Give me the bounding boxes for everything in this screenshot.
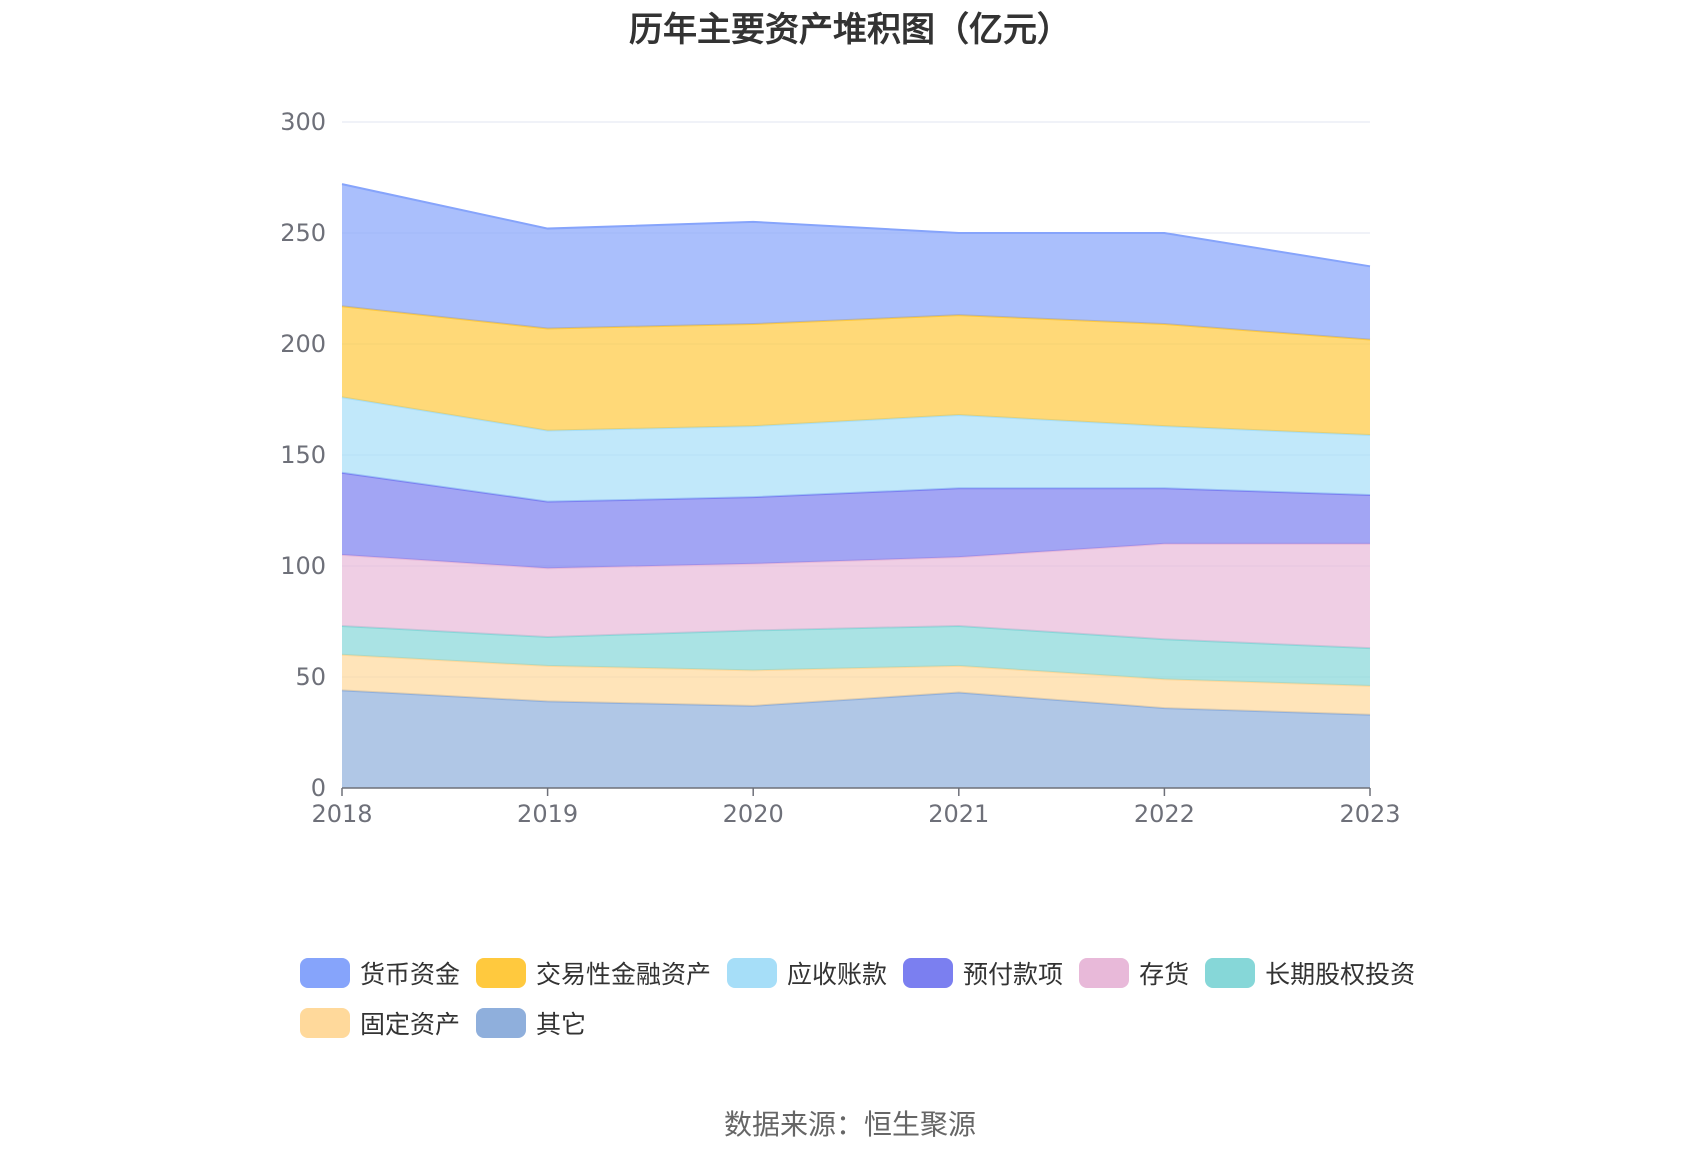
legend-label: 存货	[1139, 960, 1190, 989]
area-series-2	[342, 625, 1370, 686]
y-tick-label: 150	[280, 441, 326, 469]
x-tick-label: 2021	[928, 800, 989, 828]
legend-swatch	[476, 958, 527, 988]
legend-label: 预付款项	[963, 960, 1064, 989]
legend-swatch	[1205, 958, 1256, 988]
legend-label: 其它	[536, 1010, 587, 1039]
x-tick-label: 2023	[1339, 800, 1400, 828]
chart-title: 历年主要资产堆积图（亿元）	[629, 10, 1071, 50]
legend-label: 应收账款	[787, 960, 888, 989]
area-series-4	[342, 472, 1370, 569]
area-series-1	[342, 654, 1370, 715]
legend-item[interactable]: 其它	[476, 1005, 586, 1041]
legend-swatch	[476, 1008, 527, 1038]
source-note: 数据来源：恒生聚源	[723, 1108, 976, 1141]
legend-item[interactable]: 固定资产	[300, 1005, 460, 1041]
y-tick-label: 50	[295, 663, 326, 691]
x-tick-label: 2018	[311, 800, 372, 828]
x-tick-label: 2019	[517, 800, 578, 828]
legend-swatch	[727, 958, 778, 988]
legend-swatch	[300, 1008, 350, 1038]
area-series-0	[342, 690, 1370, 788]
y-tick-label: 250	[280, 219, 326, 247]
legend-item[interactable]: 长期股权投资	[1205, 955, 1415, 991]
legend-label: 固定资产	[360, 1010, 461, 1039]
legend: 货币资金 交易性金融资产 应收账款 预付款项 存货 长期股权投资固定资产 其它	[300, 955, 1450, 1055]
legend-item[interactable]: 交易性金融资产	[476, 955, 711, 991]
legend-swatch	[1079, 958, 1130, 988]
y-tick-label: 200	[280, 330, 326, 358]
y-tick-label: 100	[280, 552, 326, 580]
legend-item[interactable]: 预付款项	[903, 955, 1063, 991]
area-series-3	[342, 543, 1370, 649]
y-tick-label: 0	[311, 774, 326, 802]
area-series-6	[342, 306, 1370, 436]
legend-swatch	[300, 958, 350, 988]
y-tick-label: 300	[280, 108, 326, 136]
legend-swatch	[903, 958, 954, 988]
legend-label: 货币资金	[360, 960, 461, 989]
legend-label: 交易性金融资产	[536, 960, 712, 989]
area-series-5	[342, 397, 1370, 502]
legend-item[interactable]: 货币资金	[300, 955, 460, 991]
x-tick-label: 2022	[1134, 800, 1195, 828]
area-series-7	[342, 184, 1370, 340]
x-tick-label: 2020	[723, 800, 784, 828]
legend-item[interactable]: 应收账款	[727, 955, 887, 991]
legend-label: 长期股权投资	[1265, 960, 1416, 989]
area-series-line-7	[341, 183, 1371, 268]
legend-item[interactable]: 存货	[1079, 955, 1189, 991]
